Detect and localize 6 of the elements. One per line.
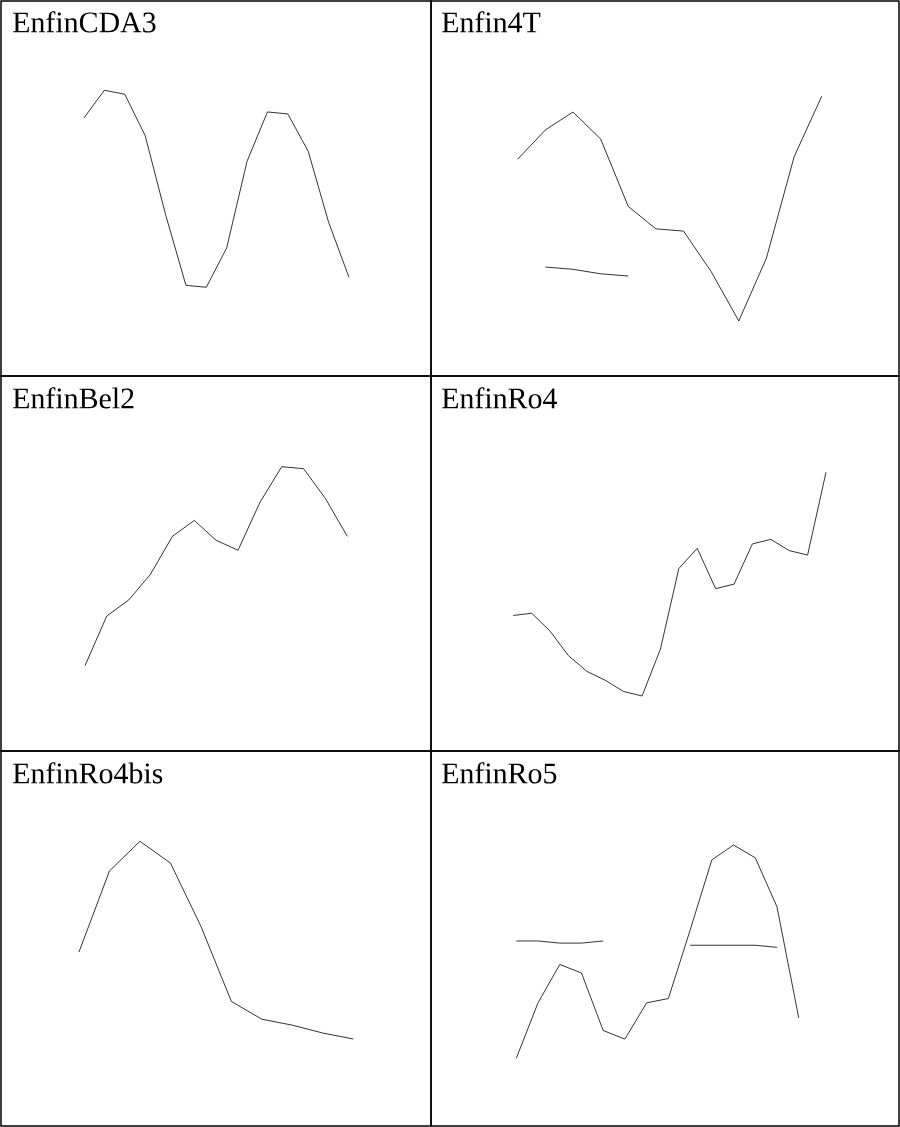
chart-title: EnfinRo4 — [442, 387, 557, 409]
chart-title: EnfinRo4bis — [13, 762, 163, 784]
chart-title: Enfin4T — [442, 11, 541, 33]
chart-title: EnfinRo5 — [442, 762, 557, 784]
chart-title: EnfinBel2 — [13, 387, 134, 409]
chart-title: EnfinCDA3 — [13, 11, 156, 33]
